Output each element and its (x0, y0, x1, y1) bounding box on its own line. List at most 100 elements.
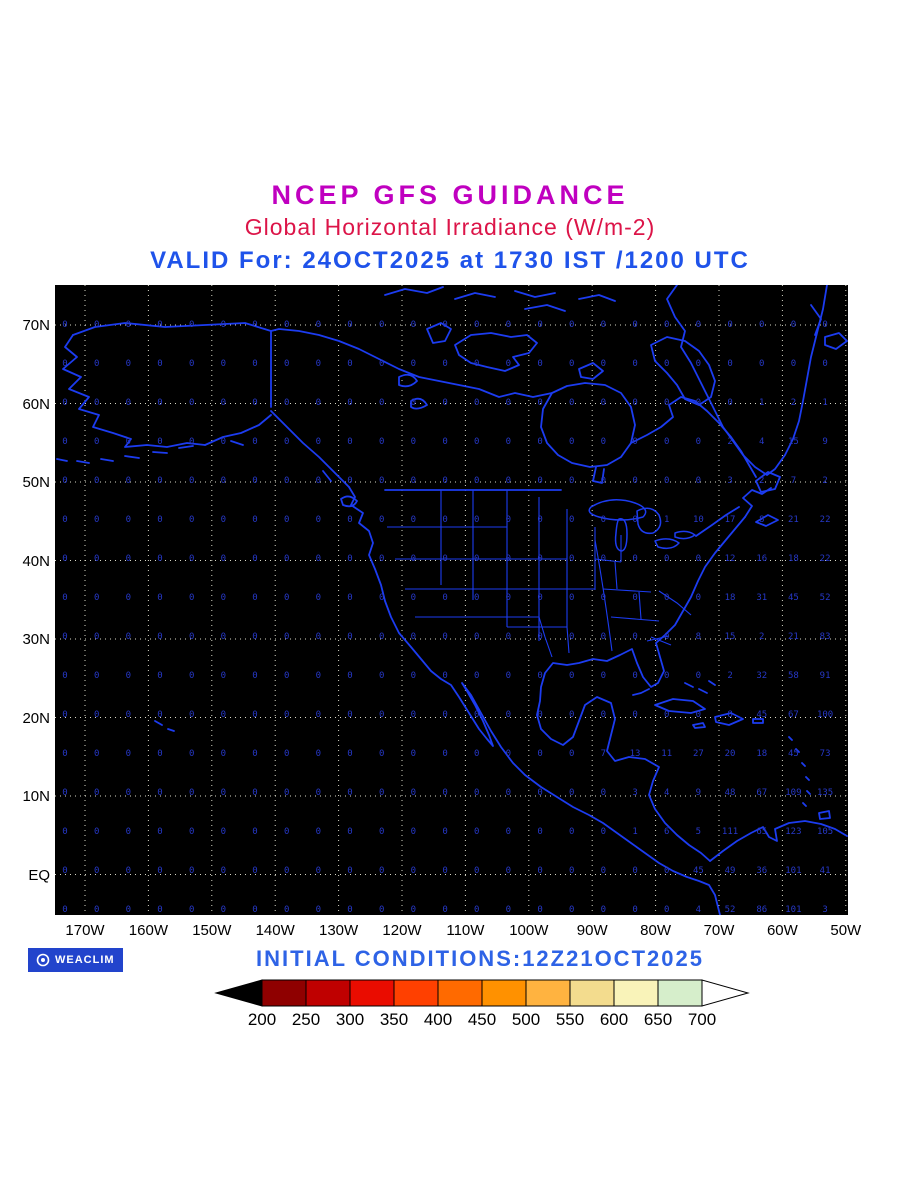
gridpoint-value: 18 (724, 593, 736, 603)
gridpoint-value: 45 (756, 710, 768, 720)
gridpoint-value: 0 (790, 359, 797, 369)
gridpoint-value: 0 (188, 749, 195, 759)
gridpoint-value: 1 (664, 515, 670, 525)
gridpoint-value: 0 (505, 476, 512, 486)
gridpoint-value: 0 (569, 476, 575, 486)
gridpoint-value: 0 (283, 320, 290, 330)
gridpoint-value: 0 (252, 476, 258, 486)
gridpoint-value: 0 (410, 593, 417, 603)
gridpoint-value: 9 (822, 437, 828, 447)
gridpoint-value: 0 (347, 593, 353, 603)
gridpoint-value: 2 (727, 437, 733, 447)
gridpoint-value: 91 (819, 671, 831, 681)
gridpoint-value: 0 (157, 515, 163, 525)
gridpoint-value: 22 (819, 515, 831, 525)
gridpoint-value: 0 (125, 866, 132, 876)
gridpoint-value: 67 (756, 788, 768, 798)
gridpoint-value: 0 (600, 476, 607, 486)
gridpoint-value: 4 (759, 437, 765, 447)
gridpoint-value: 0 (822, 359, 828, 369)
gridpoint-value: 0 (664, 437, 670, 447)
gridpoint-value: 0 (759, 320, 765, 330)
gridpoint-value: 135 (816, 788, 834, 798)
gridpoint-value: 0 (537, 515, 543, 525)
colorbar-segment (481, 979, 527, 1007)
gridpoint-value: 0 (157, 710, 163, 720)
gridpoint-value: 0 (442, 788, 448, 798)
gridpoint-value: 0 (93, 632, 100, 642)
gridpoint-value: 0 (664, 866, 670, 876)
gridpoint-value: 0 (442, 905, 448, 915)
gridpoint-value: 0 (505, 710, 512, 720)
gridpoint-value: 0 (727, 359, 733, 369)
lon-tick-label: 150W (192, 922, 232, 939)
gridpoint-value: 6 (664, 827, 670, 837)
gridpoint-value: 0 (410, 437, 417, 447)
gridpoint-value: 0 (537, 320, 543, 330)
gridpoint-value: 0 (157, 476, 163, 486)
gridpoint-value: 0 (252, 515, 258, 525)
gridpoint-value: 0 (442, 749, 448, 759)
gridpoint-value: 0 (315, 320, 322, 330)
gridpoint-value: 0 (378, 671, 385, 681)
gridpoint-value: 0 (505, 554, 512, 564)
gridpoint-value: 0 (252, 398, 258, 408)
gridpoint-value: 67 (787, 710, 799, 720)
gridpoint-value: 0 (188, 593, 195, 603)
gridpoint-value: 0 (188, 320, 195, 330)
gridpoint-value: 0 (283, 437, 290, 447)
colorbar-under-arrow (214, 979, 263, 1007)
gridpoint-value: 0 (62, 710, 68, 720)
gridpoint-value: 0 (378, 749, 385, 759)
gridpoint-value: 0 (664, 398, 670, 408)
gridpoint-value: 0 (220, 476, 227, 486)
gridpoint-value: 0 (473, 749, 480, 759)
colorbar-segment (569, 979, 615, 1007)
gridpoint-value: 0 (157, 749, 163, 759)
gridpoint-value: 0 (125, 359, 132, 369)
gridpoint-value: 0 (62, 788, 68, 798)
gridpoint-value: 0 (695, 320, 702, 330)
gridpoint-value: 0 (537, 749, 543, 759)
gridpoint-value: 0 (347, 710, 353, 720)
coastlines (56, 285, 848, 915)
gridpoint-value: 0 (125, 827, 132, 837)
gridpoint-value: 0 (378, 515, 385, 525)
gridpoint-value: 0 (347, 359, 353, 369)
gridpoint-value: 0 (569, 827, 575, 837)
gridpoint-value: 0 (600, 554, 607, 564)
gridpoint-value: 0 (442, 632, 448, 642)
gridpoint-value: 0 (315, 671, 322, 681)
gridpoint-value: 0 (473, 437, 480, 447)
colorbar-tick-label: 250 (291, 1010, 321, 1029)
gridpoint-value: 0 (600, 320, 607, 330)
gridpoint-value: 0 (473, 905, 480, 915)
gridpoint-value: 0 (505, 593, 512, 603)
gridpoint-value: 101 (785, 866, 802, 876)
gridpoint-value: 0 (632, 593, 638, 603)
chart-subtitle: Global Horizontal Irradiance (W/m-2) (244, 214, 656, 240)
lon-tick-label: 90W (576, 922, 608, 939)
gridpoint-value: 0 (125, 905, 132, 915)
gridpoint-value: 0 (125, 593, 132, 603)
colorbar-segment (305, 979, 351, 1007)
chart-title: NCEP GFS GUIDANCE (271, 180, 629, 210)
gridpoint-value: 4 (695, 905, 702, 915)
gridpoint-value: 0 (125, 749, 132, 759)
gridpoint-value: 16 (756, 554, 768, 564)
gridpoint-value: 0 (315, 788, 322, 798)
gridpoint-value: 0 (125, 476, 132, 486)
gridpoint-value: 0 (505, 359, 512, 369)
gridpoint-value: 0 (664, 359, 670, 369)
gridpoint-value: 4 (664, 788, 670, 798)
lon-tick-label: 140W (255, 922, 295, 939)
gridpoint-value: 0 (569, 788, 575, 798)
gridpoint-value: 0 (600, 905, 607, 915)
gridpoint-value: 0 (62, 593, 68, 603)
gridpoint-value: 0 (62, 671, 68, 681)
gridpoint-value: 0 (600, 593, 607, 603)
gridpoint-value: 0 (695, 554, 702, 564)
gridpoint-value: 0 (505, 437, 512, 447)
gridpoint-value: 0 (220, 749, 227, 759)
gridpoint-value: 32 (756, 671, 768, 681)
